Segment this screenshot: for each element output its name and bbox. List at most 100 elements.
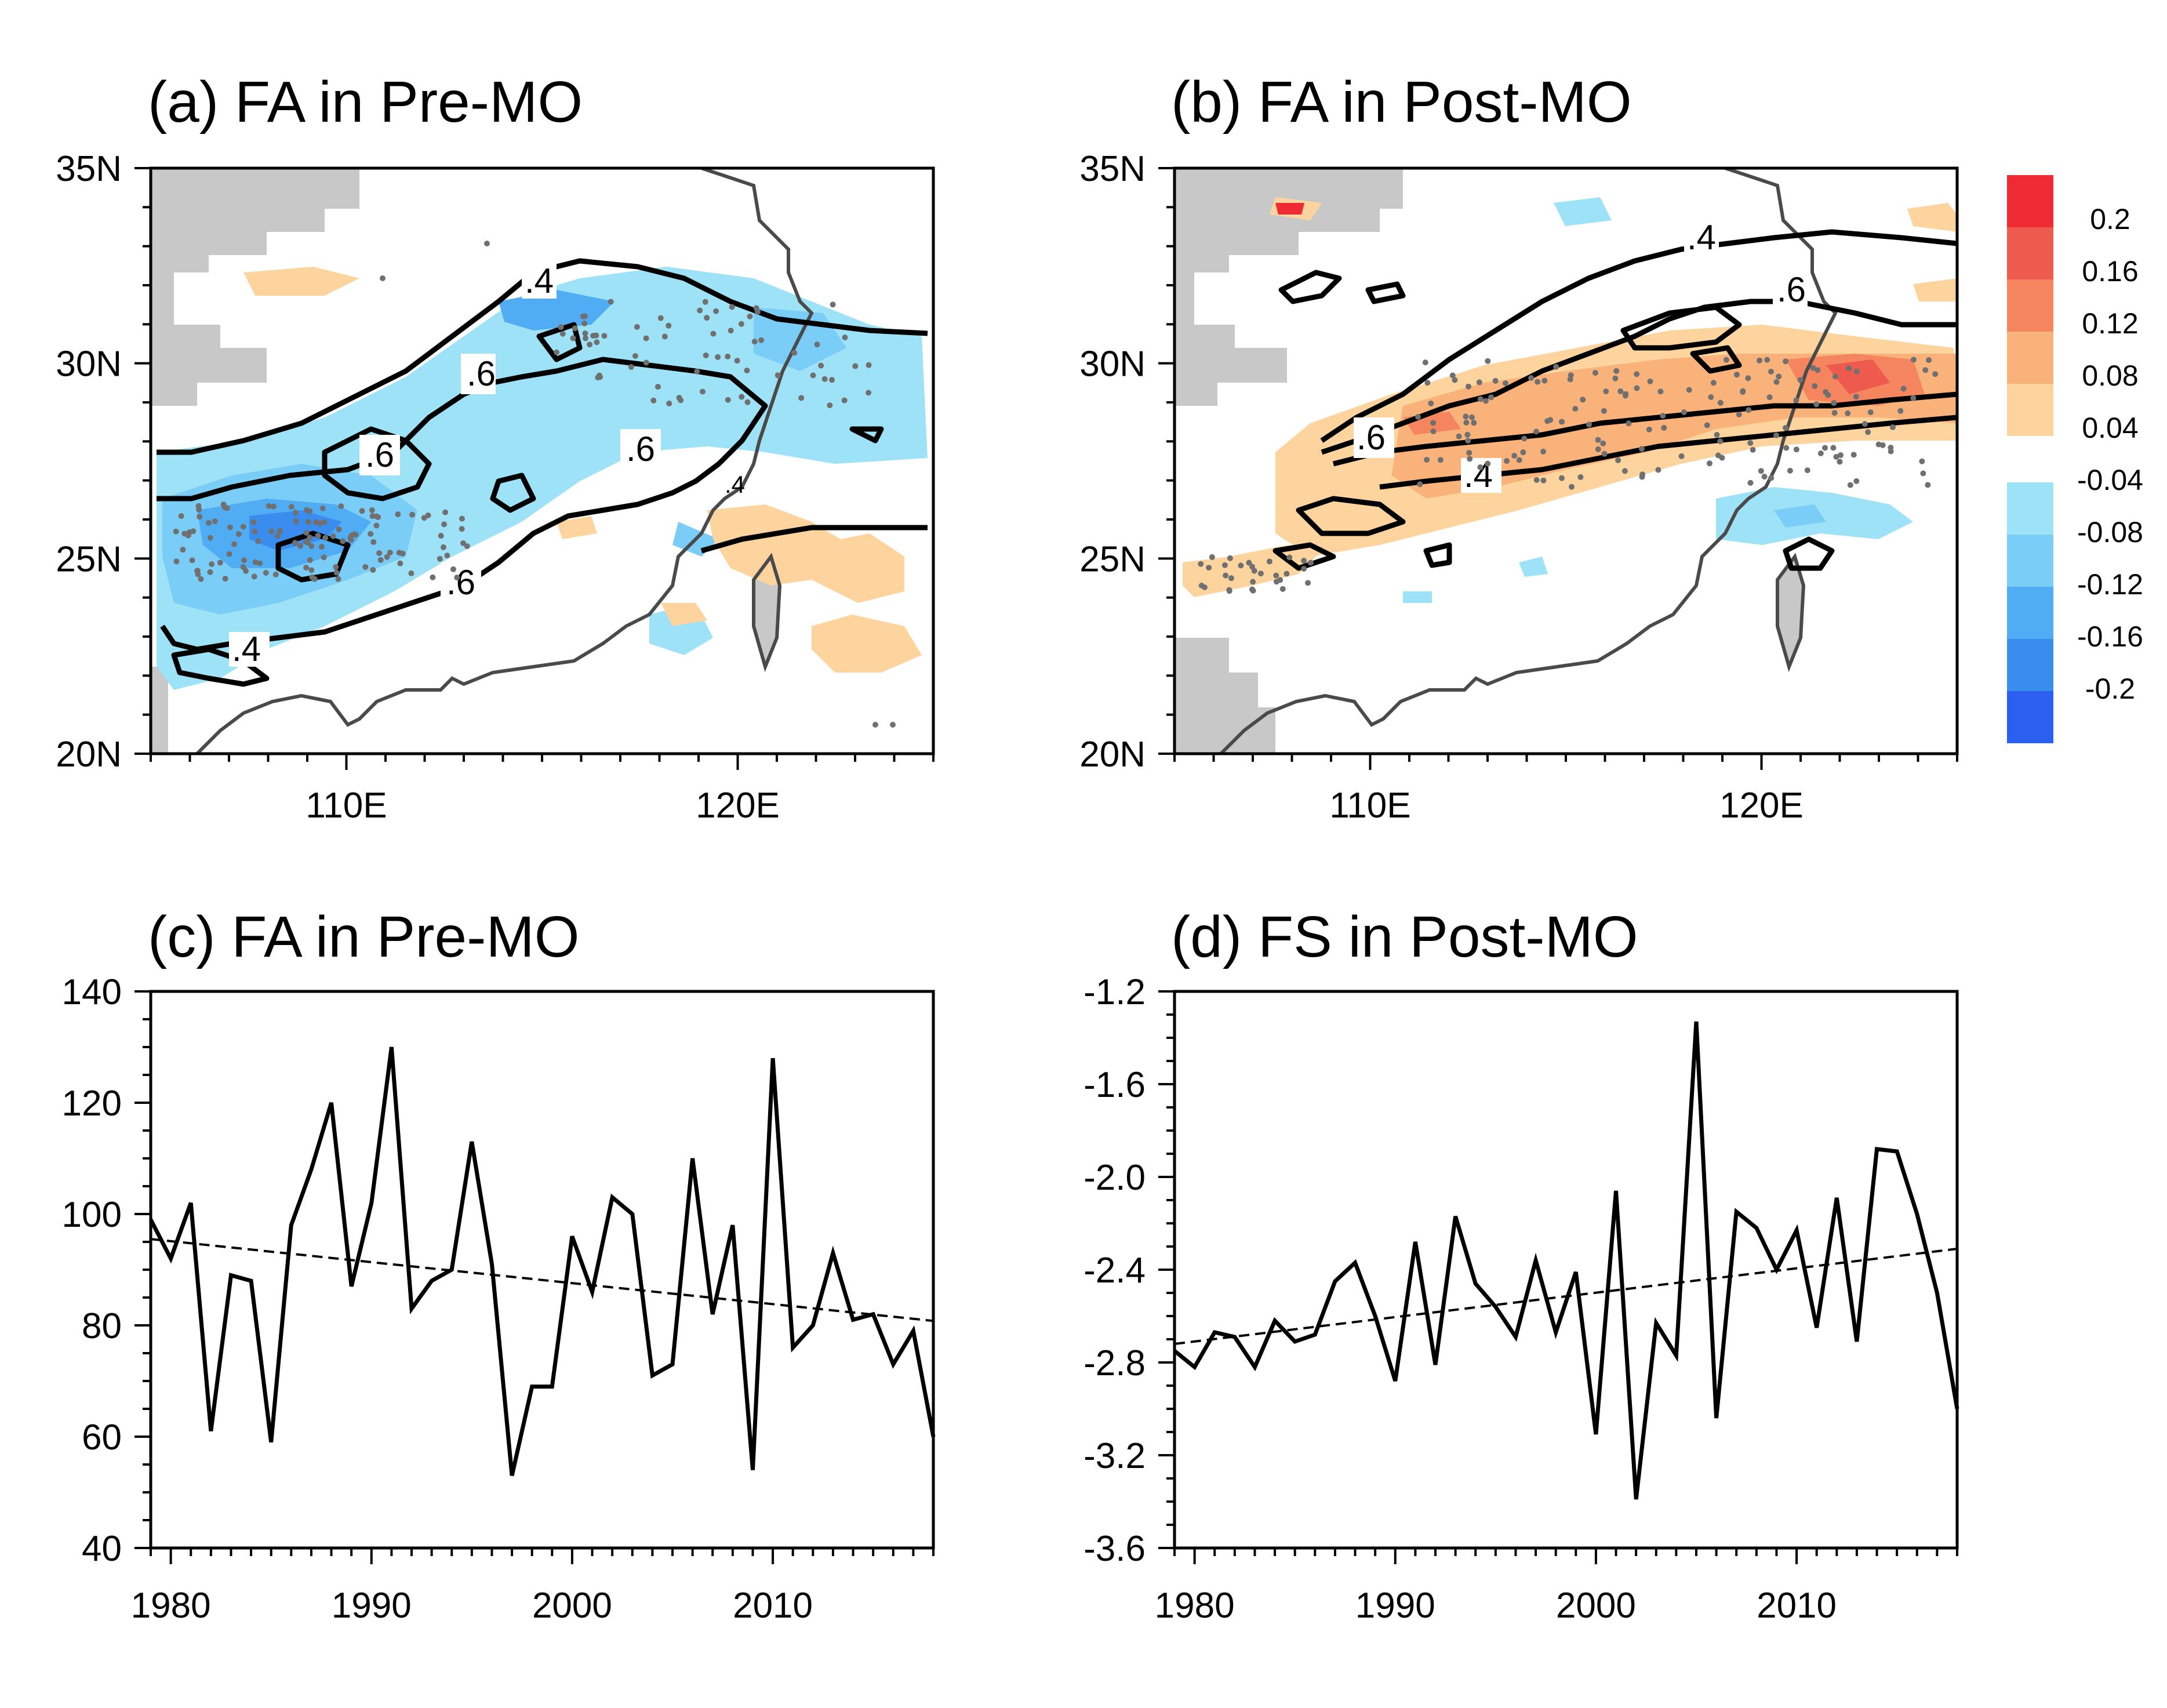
significance-dot xyxy=(830,301,836,308)
significance-dot xyxy=(173,558,180,565)
significance-dot xyxy=(464,543,470,550)
significance-dot xyxy=(1249,564,1256,570)
significance-dot xyxy=(1740,388,1746,395)
significance-dot xyxy=(1875,441,1882,448)
significance-dot xyxy=(1485,358,1491,364)
panel-a-map: (a) FA in Pre-MO xyxy=(56,70,977,826)
significance-dot xyxy=(173,528,179,535)
colorbar: 0.2 0.16 0.12 0.08 0.04 -0.04 -0.08 -0.12 -0.16 -… xyxy=(2007,175,2143,743)
significance-dot xyxy=(1477,464,1484,470)
colorbar-swatch xyxy=(2007,332,2053,384)
significance-dot xyxy=(1284,570,1290,577)
significance-dot xyxy=(1301,565,1307,572)
y-tick-label: 25N xyxy=(1079,539,1146,579)
significance-dot xyxy=(1822,445,1828,451)
significance-dot xyxy=(1502,380,1508,386)
contour-label: .4 xyxy=(232,630,261,668)
significance-dot xyxy=(650,397,657,404)
significance-dot xyxy=(601,333,608,339)
significance-dot xyxy=(1238,562,1244,569)
significance-dot xyxy=(753,305,759,311)
significance-dot xyxy=(1516,457,1522,463)
y-tick-label: 40 xyxy=(82,1529,122,1569)
significance-dot xyxy=(227,524,233,530)
panel-b-coastline xyxy=(1219,168,1838,754)
significance-dot xyxy=(1613,368,1620,374)
colorbar-swatch xyxy=(2007,639,2053,691)
significance-dot xyxy=(1861,421,1868,427)
significance-dot xyxy=(454,575,460,581)
significance-dot xyxy=(1706,460,1712,467)
panel-c-plot: 1980 1990 2000 2010 40 60 80 100 120 140 xyxy=(62,972,936,1626)
significance-dot xyxy=(311,576,318,582)
y-tick-label: -3.6 xyxy=(1084,1529,1146,1569)
significance-dot xyxy=(1746,407,1752,413)
significance-dot xyxy=(1301,558,1307,564)
significance-dot xyxy=(460,540,466,546)
significance-dot xyxy=(197,514,203,520)
significance-dot xyxy=(1273,579,1279,585)
significance-dot xyxy=(1646,426,1652,433)
colorbar-swatch xyxy=(2007,482,2053,535)
panel-c-title: (c) FA in Pre-MO xyxy=(148,904,580,969)
significance-dot xyxy=(572,325,578,332)
contour-label: .6 xyxy=(365,435,394,474)
significance-dot xyxy=(734,358,740,364)
significance-dot xyxy=(1544,418,1551,424)
x-tick-label: 110E xyxy=(1329,786,1410,826)
significance-dot xyxy=(450,566,456,572)
significance-dot xyxy=(1910,357,1917,363)
significance-dot xyxy=(1736,411,1742,417)
significance-dot xyxy=(1417,481,1423,488)
x-tick-label: 110E xyxy=(306,786,387,826)
significance-dot xyxy=(397,560,403,566)
significance-dot xyxy=(1273,572,1279,579)
significance-dot xyxy=(1922,367,1929,373)
significance-dot xyxy=(791,350,798,356)
significance-dot xyxy=(581,320,588,326)
significance-dot xyxy=(704,315,710,321)
significance-dot xyxy=(1926,357,1932,364)
significance-dot xyxy=(744,367,750,373)
y-tick-label: 30N xyxy=(56,344,122,384)
y-tick-label: 25N xyxy=(56,539,122,579)
significance-dot xyxy=(1704,422,1710,428)
significance-dot xyxy=(582,330,588,336)
significance-dot xyxy=(554,349,560,355)
significance-dot xyxy=(1307,559,1314,566)
x-tick-label: 120E xyxy=(696,786,780,826)
significance-dot xyxy=(321,554,327,561)
significance-dot xyxy=(1804,467,1810,474)
panel-d-frame xyxy=(1173,990,1959,1550)
significance-dot xyxy=(1424,380,1431,386)
x-tick-label: 1990 xyxy=(332,1586,412,1626)
significance-dot xyxy=(1572,405,1579,412)
colorbar-swatch xyxy=(2007,587,2053,639)
significance-dot xyxy=(376,550,383,557)
significance-dot xyxy=(1661,424,1667,431)
significance-dot xyxy=(440,544,446,550)
significance-dot xyxy=(1488,394,1495,401)
significance-dot xyxy=(206,519,212,526)
y-tick-label: 80 xyxy=(82,1306,122,1346)
significance-dot xyxy=(305,519,311,525)
significance-dot xyxy=(1521,435,1528,442)
significance-dot xyxy=(1456,433,1462,439)
significance-dot xyxy=(1865,429,1871,435)
significance-dot xyxy=(274,533,281,539)
panel-a-land-mask xyxy=(151,168,359,406)
significance-dot xyxy=(292,540,299,546)
significance-dot xyxy=(710,330,717,337)
significance-dot xyxy=(209,561,215,568)
colorbar-swatch xyxy=(2007,227,2053,279)
significance-dot xyxy=(340,538,346,544)
significance-dot xyxy=(288,504,294,510)
significance-dot xyxy=(738,321,744,327)
significance-dot xyxy=(1449,372,1456,379)
significance-dot xyxy=(1466,449,1472,456)
x-tick-label: 2010 xyxy=(1757,1586,1837,1626)
significance-dot xyxy=(255,538,261,544)
panel-d-title: (d) FS in Post-MO xyxy=(1171,904,1638,969)
significance-dot xyxy=(725,353,731,359)
significance-dot xyxy=(971,177,977,183)
